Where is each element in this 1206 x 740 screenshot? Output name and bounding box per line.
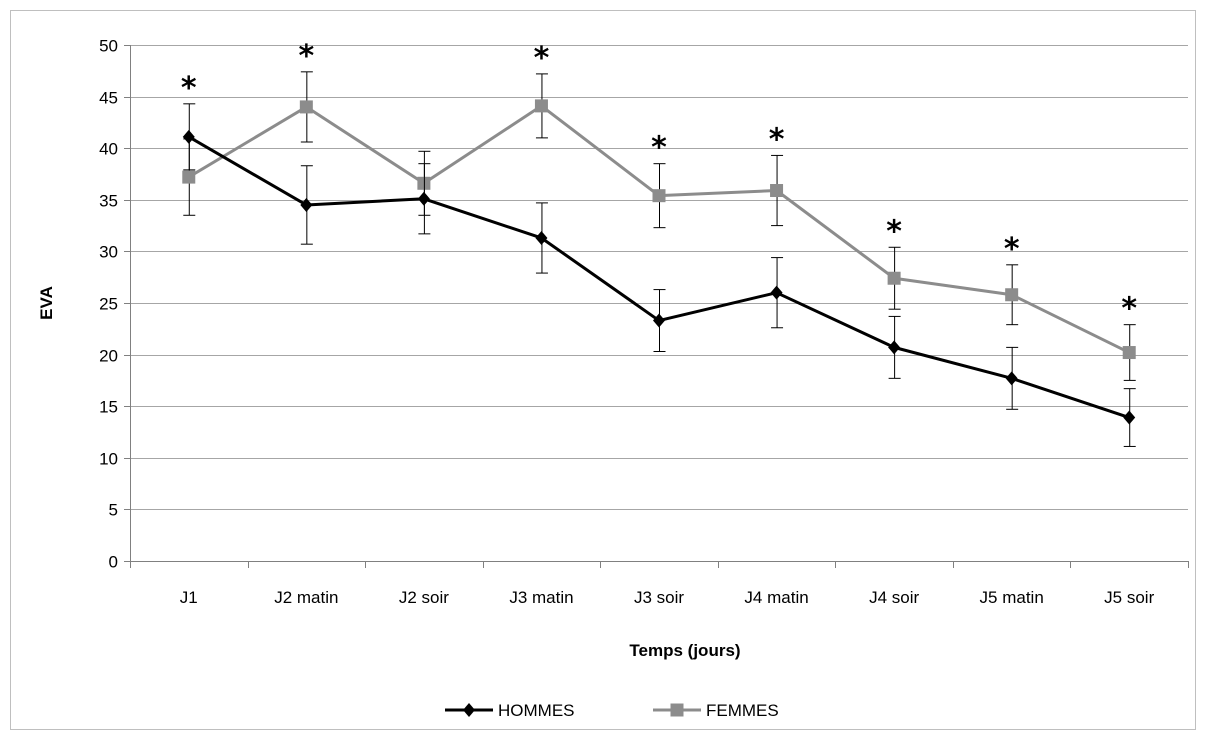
significance-star: * [886, 214, 902, 249]
y-axis-title: EVA [37, 286, 56, 320]
y-tick-label: 40 [99, 140, 118, 159]
labels: 0 5 10 15 20 25 30 35 40 45 50 J1 J2 matin J2 soir J3 … [99, 37, 1155, 608]
x-tick-label: J4 matin [744, 588, 808, 607]
series [182, 71, 1136, 447]
x-tick-label: J1 [180, 588, 198, 607]
y-tick-label: 15 [99, 398, 118, 417]
y-tick-label: 10 [99, 450, 118, 469]
significance-star: * [1004, 232, 1020, 267]
data-point-square [182, 170, 196, 184]
x-axis-title: Temps (jours) [629, 641, 740, 660]
data-point-diamond [417, 191, 430, 206]
data-point-diamond [1123, 410, 1136, 425]
y-tick-label: 20 [99, 347, 118, 366]
data-point-diamond [653, 313, 665, 328]
data-point-diamond [1005, 371, 1018, 386]
x-tick-label: J2 soir [399, 588, 449, 607]
x-tick-label: J3 matin [509, 588, 573, 607]
significance-star: * [298, 39, 314, 74]
series-hommes [182, 103, 1136, 447]
series-femmes [182, 71, 1136, 381]
chart-frame [10, 10, 1196, 730]
data-point-square [1122, 346, 1136, 360]
data-point-square [299, 100, 313, 114]
data-point-square [1005, 288, 1019, 302]
legend-label: HOMMES [498, 701, 575, 720]
legend-item-hommes: HOMMES [445, 701, 575, 720]
significance-star: * [534, 41, 550, 76]
axes [124, 45, 1189, 568]
data-point-diamond [300, 197, 313, 212]
y-tick-label: 5 [109, 501, 118, 520]
legend-item-femmes: FEMMES [653, 701, 779, 720]
y-tick-label: 50 [99, 37, 118, 56]
data-point-square [887, 271, 901, 285]
x-tick-label: J2 matin [274, 588, 338, 607]
legend-label: FEMMES [706, 701, 779, 720]
data-point-square [652, 189, 666, 203]
legend: HOMMES FEMMES [445, 701, 779, 720]
data-point-diamond [770, 285, 783, 300]
significance-star: * [1121, 292, 1137, 327]
y-tick-label: 35 [99, 192, 118, 211]
y-tick-label: 30 [99, 243, 118, 262]
data-point-diamond [182, 129, 195, 144]
data-point-diamond [888, 340, 901, 355]
x-tick-label: J5 matin [980, 588, 1044, 607]
x-tick-label: J5 soir [1104, 588, 1154, 607]
data-point-square [770, 184, 784, 198]
significance-star: * [769, 122, 785, 157]
data-point-square [534, 99, 548, 113]
significance-star: * [651, 131, 667, 166]
significance-star: * [181, 71, 197, 106]
y-tick-label: 25 [99, 295, 118, 314]
data-point-diamond [535, 230, 548, 245]
x-tick-label: J3 soir [634, 588, 684, 607]
legend-marker-diamond [463, 703, 475, 717]
y-tick-label: 0 [109, 553, 118, 572]
legend-marker-square [670, 703, 684, 717]
x-tick-label: J4 soir [869, 588, 919, 607]
y-tick-label: 45 [99, 89, 118, 108]
